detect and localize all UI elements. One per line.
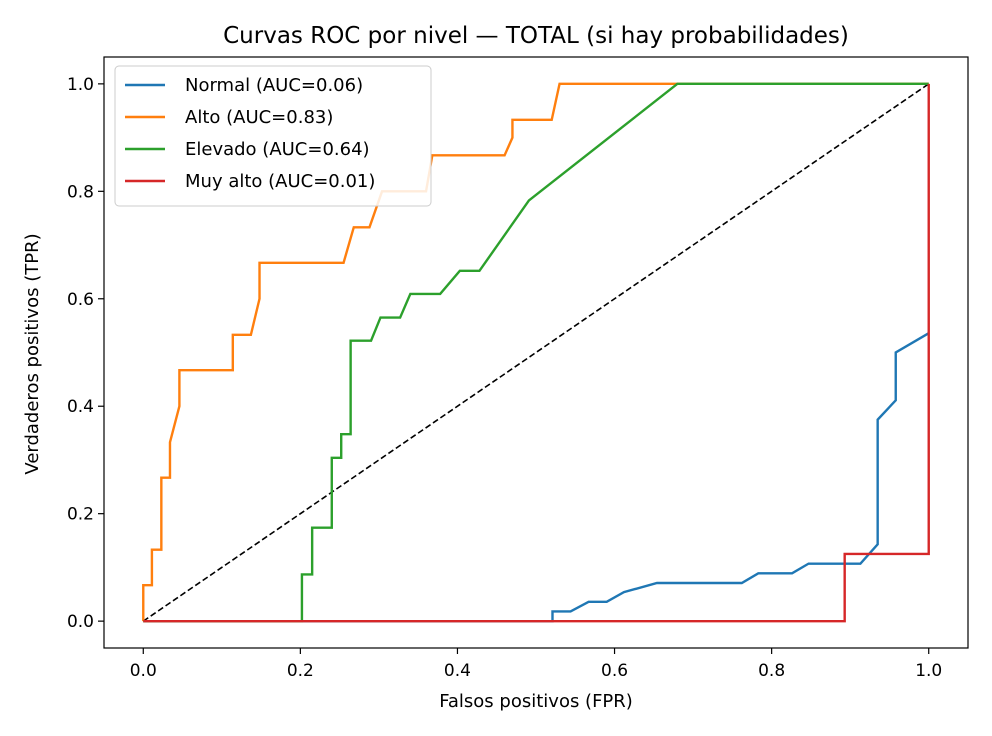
- legend-label-0: Normal (AUC=0.06): [185, 75, 363, 96]
- series-line-2: [143, 82, 929, 623]
- legend-label-1: Alto (AUC=0.83): [185, 107, 333, 128]
- legend-label-2: Elevado (AUC=0.64): [185, 139, 370, 160]
- x-tick-label-0: 0.0: [130, 661, 157, 681]
- x-tick-label-2: 0.4: [444, 661, 471, 681]
- series-line-0: [143, 332, 930, 623]
- legend-label-3: Muy alto (AUC=0.01): [185, 171, 375, 192]
- x-axis-label: Falsos positivos (FPR): [439, 691, 633, 712]
- y-tick-label-3: 0.6: [67, 290, 94, 310]
- y-tick-label-2: 0.4: [67, 397, 94, 417]
- y-tick-label-0: 0.0: [67, 612, 94, 632]
- y-axis-label: Verdaderos positivos (TPR): [22, 233, 43, 474]
- y-tick-label-1: 0.2: [67, 505, 94, 525]
- legend-box: [114, 65, 432, 207]
- series-line-1: [142, 82, 929, 622]
- x-tick-label-1: 0.2: [287, 661, 314, 681]
- x-tick-label-5: 1.0: [915, 661, 942, 681]
- plot-frame: [103, 56, 969, 649]
- series-line-3: [143, 83, 930, 623]
- legend: Normal (AUC=0.06) Alto (AUC=0.83) Elevado …: [114, 65, 432, 207]
- y-tick-label-5: 1.0: [67, 75, 94, 95]
- y-tick-label-4: 0.8: [67, 182, 94, 202]
- x-tick-label-3: 0.6: [601, 661, 628, 681]
- x-tick-label-4: 0.8: [758, 661, 785, 681]
- diagonal-reference-line: [142, 83, 930, 622]
- plot-area: 0.0 0.2 0.4 0.6 0.8 1.0 0.0 0.2 0.4 0.6 0.8 1.0: [67, 56, 969, 681]
- chart-title: Curvas ROC por nivel — TOTAL (si hay pro…: [223, 23, 849, 49]
